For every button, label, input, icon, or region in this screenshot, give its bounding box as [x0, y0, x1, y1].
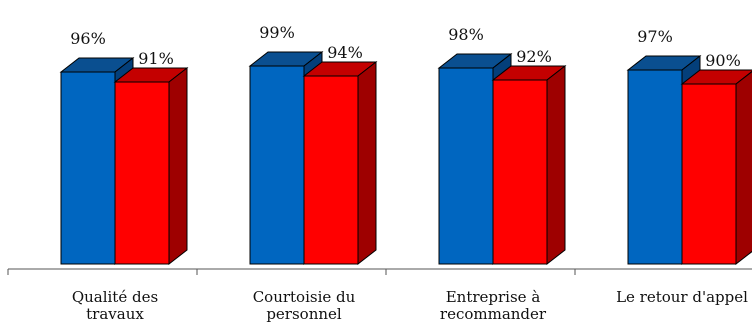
bar-side-face: [357, 60, 377, 266]
value-label: 92%: [516, 47, 552, 66]
bar-series2-2: [302, 60, 378, 266]
bar-front-face: [438, 67, 494, 265]
value-label: 98%: [448, 25, 484, 44]
bars-layer: [59, 50, 752, 266]
value-label: 99%: [259, 23, 295, 42]
category-label: Qualité des travaux: [71, 288, 159, 323]
bar-top-face: [680, 69, 752, 85]
x-axis: [7, 268, 752, 275]
bar-front-face: [303, 75, 359, 265]
value-label: 96%: [70, 29, 106, 48]
category-label: Entreprise à recommander: [439, 288, 547, 323]
bar-series2-4: [680, 69, 752, 266]
value-label: 97%: [637, 27, 673, 46]
value-label: 90%: [705, 51, 741, 70]
bar-series2-3: [491, 64, 567, 266]
value-label: 94%: [327, 43, 363, 62]
bar-front-face: [492, 79, 548, 265]
bar-front-face: [249, 65, 305, 265]
bar-side-face: [546, 64, 566, 266]
category-label: Le retour d'appel: [616, 288, 748, 306]
bar-side-face: [735, 70, 752, 266]
bar-front-face: [627, 69, 683, 265]
category-label: Courtoisie du personnel: [252, 288, 356, 323]
bar-front-face: [60, 71, 116, 265]
value-labels-layer: 96% 91% 99% 94% 98% 92% 97% 90%: [70, 23, 741, 70]
bar-front-face: [114, 81, 170, 265]
bar-series2-1: [113, 66, 189, 266]
bar-side-face: [168, 66, 188, 266]
value-label: 91%: [138, 49, 174, 68]
bar-front-face: [681, 83, 737, 265]
